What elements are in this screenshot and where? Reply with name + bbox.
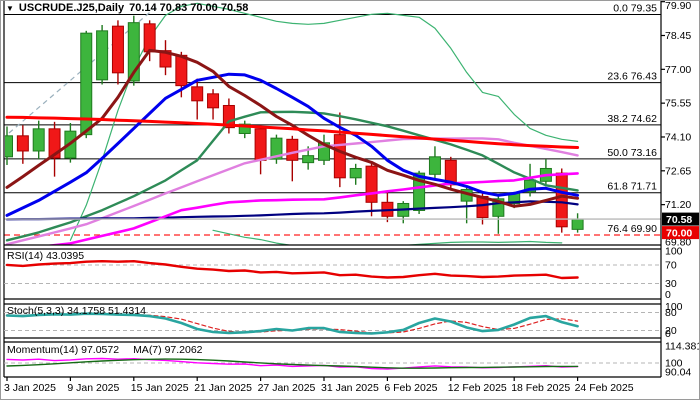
date-label: 18 Feb 2025 [511, 382, 570, 394]
ask-price-badge-text: 70.00 [666, 227, 692, 239]
stoch-label: Stoch(5,3,3) 34.1758 51.4314 [7, 305, 146, 317]
title-bar: ▼ USCRUDE.J25,Daily 70.14 70.83 70.00 70… [6, 2, 248, 14]
fib-label-0.0: 0.0 79.35 [613, 3, 657, 15]
candle [80, 30, 93, 139]
price-tick-label: 78.45 [665, 30, 691, 42]
candle [207, 89, 220, 120]
price-tick-label: 77.00 [665, 64, 691, 76]
candle [428, 146, 441, 179]
rsi-scale-label: 0 [665, 289, 671, 301]
stoch-scale-label: 0 [665, 328, 671, 340]
overlay-ma-magenta [48, 172, 579, 245]
momentum-label: Momentum(14) 97.0572 [7, 343, 120, 356]
candle [365, 162, 378, 217]
collapse-toggle-icon[interactable]: ▼ [6, 3, 14, 13]
candle [413, 170, 426, 214]
momentum-label-row: Momentum(14) 97.0572 MA(7) 97.2062 [7, 344, 203, 356]
date-label: 31 Jan 2025 [321, 382, 379, 394]
date-label: 27 Jan 2025 [258, 382, 316, 394]
candle [524, 163, 537, 197]
stoch-scale-label: 80 [665, 307, 677, 319]
momentum-scale-label: 114.3813 [665, 340, 700, 352]
candle [349, 163, 362, 185]
date-label: 12 Feb 2025 [448, 382, 507, 394]
price-tick-label-hidden: 69.80 [665, 237, 691, 249]
rsi-scale-label: 100 [665, 246, 683, 258]
date-label: 24 Feb 2025 [575, 382, 634, 394]
date-label: 21 Jan 2025 [194, 382, 252, 394]
candle [5, 126, 13, 165]
chart-symbol-title: USCRUDE.J25,Daily [18, 2, 125, 14]
candle [191, 78, 204, 120]
price-tick-label: 72.65 [665, 165, 691, 177]
stoch-scale-label: 100 [665, 301, 683, 313]
candle [96, 24, 109, 85]
date-label: 3 Jan 2025 [4, 382, 56, 394]
fib-label-76.4: 76.4 69.90 [607, 223, 657, 235]
overlay-ma-green [5, 110, 579, 242]
rsi-scale-label: 30 [665, 278, 677, 290]
price-tick-label: 71.20 [665, 199, 691, 211]
stoch-main-line [5, 312, 579, 335]
candle [48, 121, 61, 177]
chart-ohlc-readout: 70.14 70.83 70.00 70.58 [129, 2, 249, 14]
last-price-badge-text: 70.58 [666, 214, 692, 226]
candle [16, 125, 29, 164]
rsi-scale-label: 70 [665, 259, 677, 271]
momentum-ma-line [6, 358, 579, 369]
fib-label-23.6: 23.6 76.43 [607, 71, 657, 83]
candle [32, 120, 45, 160]
momentum-ma-label: MA(7) 97.2062 [133, 343, 203, 356]
date-label: 15 Jan 2025 [131, 382, 189, 394]
overlay-ma-navy [5, 200, 579, 221]
candle [555, 168, 568, 233]
stoch-scale-label: 20 [665, 325, 677, 337]
momentum-scale-label: 90.04 [665, 367, 691, 379]
date-label: 9 Jan 2025 [67, 382, 119, 394]
candle [222, 98, 235, 134]
ask-price-badge [662, 226, 699, 240]
overlay-ma-blue [5, 72, 580, 217]
last-price-badge [662, 212, 699, 226]
fib-label-50.0: 50.0 73.16 [607, 147, 657, 159]
date-label: 6 Feb 2025 [384, 382, 437, 394]
candle [159, 40, 172, 76]
momentum-scale-label: 100 [665, 358, 683, 370]
rsi-line [5, 260, 579, 280]
fib-label-61.8: 61.8 71.71 [607, 181, 657, 193]
candle [238, 120, 251, 139]
price-tick-label: 75.55 [665, 98, 691, 110]
rsi-label: RSI(14) 43.0395 [7, 250, 85, 262]
price-tick-label: 79.90 [665, 1, 691, 12]
fib-label-38.2: 38.2 74.62 [607, 113, 657, 125]
bollinger-lower-line [212, 229, 563, 245]
overlay-ma-red [5, 115, 580, 149]
price-tick-label: 74.10 [665, 131, 691, 143]
candle [286, 135, 299, 182]
candle [111, 20, 124, 85]
candle [270, 134, 283, 164]
